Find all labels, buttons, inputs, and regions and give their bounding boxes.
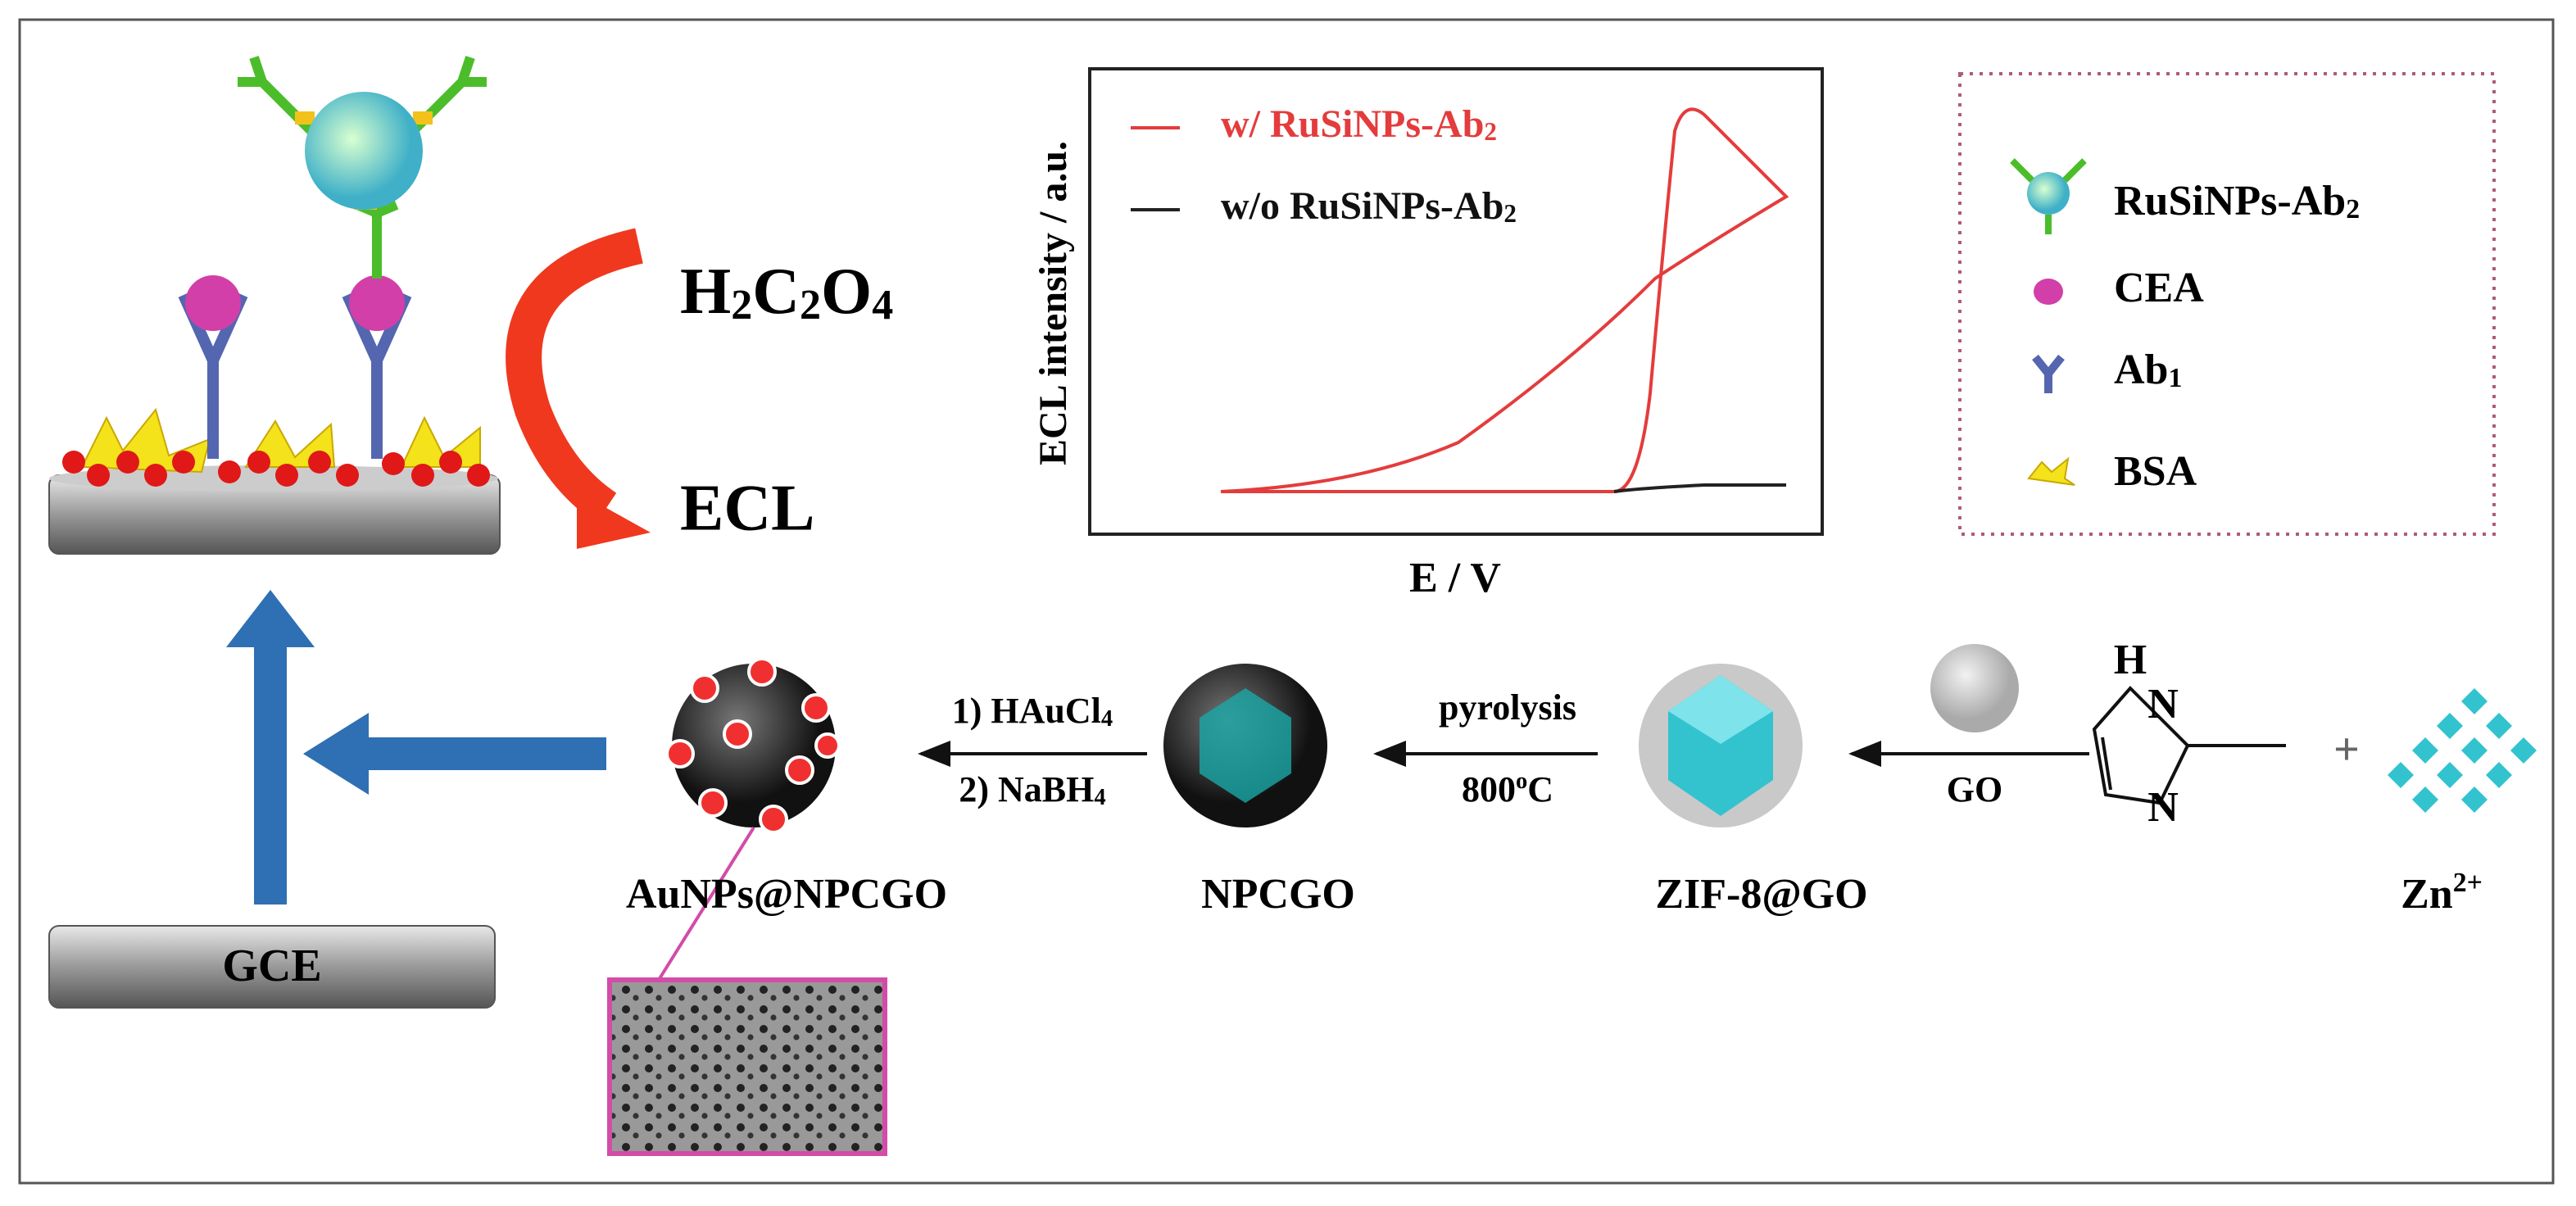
- text-run: AuNPs@NPCGO: [626, 871, 947, 918]
- go-sphere: [1930, 644, 2019, 732]
- step-label: 2) NaBH4: [959, 769, 1105, 810]
- legend-label: w/ RuSiNPs-Ab2: [1221, 102, 1497, 146]
- text-run: CEA: [2114, 265, 2204, 311]
- subscript: 2: [800, 282, 821, 329]
- modified-electrode: [48, 56, 501, 555]
- key-label: CEA: [2114, 265, 2204, 311]
- text-run: w/ RuSiNPs-Ab: [1221, 102, 1484, 146]
- zn-cluster: [2388, 688, 2537, 813]
- curve-without: [1613, 483, 1786, 493]
- material-label: AuNPs@NPCGO: [626, 871, 947, 918]
- up-arrow: [226, 590, 315, 904]
- subscript: 4: [872, 282, 893, 329]
- material-label: Zn2+: [2401, 868, 2483, 917]
- text-run: ZIF-8@GO: [1655, 871, 1867, 918]
- text-run: w/o RuSiNPs-Ab: [1221, 184, 1503, 228]
- reaction-arrow: [506, 228, 643, 524]
- subscript: 1: [2168, 363, 2182, 393]
- text-run: O: [821, 256, 872, 328]
- text-run: 800: [1462, 769, 1516, 809]
- text-run: H: [680, 256, 731, 328]
- left-arrow: [303, 713, 606, 795]
- atom-label: H: [2114, 637, 2147, 683]
- atom-label: N: [2147, 681, 2179, 728]
- text-run: C: [752, 256, 800, 328]
- text-run: pyrolysis: [1439, 687, 1576, 728]
- key-label: RuSiNPs-Ab2: [2114, 178, 2360, 224]
- subscript: 4: [1094, 785, 1105, 810]
- text-run: 2) NaBH: [959, 769, 1094, 809]
- curve-with: [1220, 107, 1789, 493]
- text-run: Zn: [2401, 871, 2453, 918]
- subscript: 2: [2346, 194, 2360, 224]
- superscript: 2+: [2453, 868, 2483, 898]
- zoom-line: [657, 826, 755, 982]
- subscript: 2: [1503, 199, 1517, 228]
- superscript: o: [1516, 768, 1527, 794]
- zif8-go: [1639, 664, 1803, 827]
- material-label: ZIF-8@GO: [1655, 871, 1867, 918]
- tem-image: [607, 977, 887, 1156]
- key-label: BSA: [2114, 448, 2197, 495]
- bare-electrode: GCE: [48, 925, 496, 1009]
- subscript: 2: [1484, 117, 1497, 146]
- step-label: 1) HAuCl4: [952, 691, 1113, 732]
- atom-label: N: [2147, 784, 2179, 831]
- legend-label: w/o RuSiNPs-Ab2: [1221, 184, 1517, 228]
- text-run: 1) HAuCl: [952, 691, 1101, 731]
- reagent-label: H2C2O4: [680, 256, 893, 329]
- npcgo: [1163, 664, 1327, 827]
- inset-plot: w/ RuSiNPs-Ab2 w/o RuSiNPs-Ab2 ECL inten…: [1032, 67, 1824, 601]
- text-run: GO: [1947, 769, 2002, 809]
- y-axis-label: ECL intensity / a.u.: [1032, 141, 1075, 465]
- frame: [18, 18, 2555, 1185]
- au-npcgo: [665, 657, 841, 834]
- product-label: ECL: [680, 472, 815, 544]
- key-label: Ab1: [2114, 347, 2182, 393]
- subscript: 4: [1101, 706, 1113, 732]
- subscript: 2: [731, 282, 752, 329]
- material-label: NPCGO: [1201, 871, 1355, 918]
- imidazole: [2092, 686, 2286, 805]
- text-run: NPCGO: [1201, 871, 1355, 918]
- reaction-arrowhead: [577, 492, 651, 549]
- key: RuSiNPs-Ab2 CEA Ab1 BSA: [1958, 72, 2496, 536]
- step-label: pyrolysis: [1439, 687, 1576, 728]
- x-axis-label: E / V: [1409, 555, 1501, 601]
- step-label: 800oC: [1462, 768, 1553, 810]
- text-run: C: [1527, 769, 1553, 809]
- text-run: Ab: [2114, 347, 2168, 393]
- plus-sign: +: [2333, 724, 2360, 775]
- electrode-label: GCE: [222, 941, 321, 991]
- text-run: RuSiNPs-Ab: [2114, 178, 2346, 224]
- step-label: GO: [1947, 769, 2002, 809]
- text-run: BSA: [2114, 448, 2197, 495]
